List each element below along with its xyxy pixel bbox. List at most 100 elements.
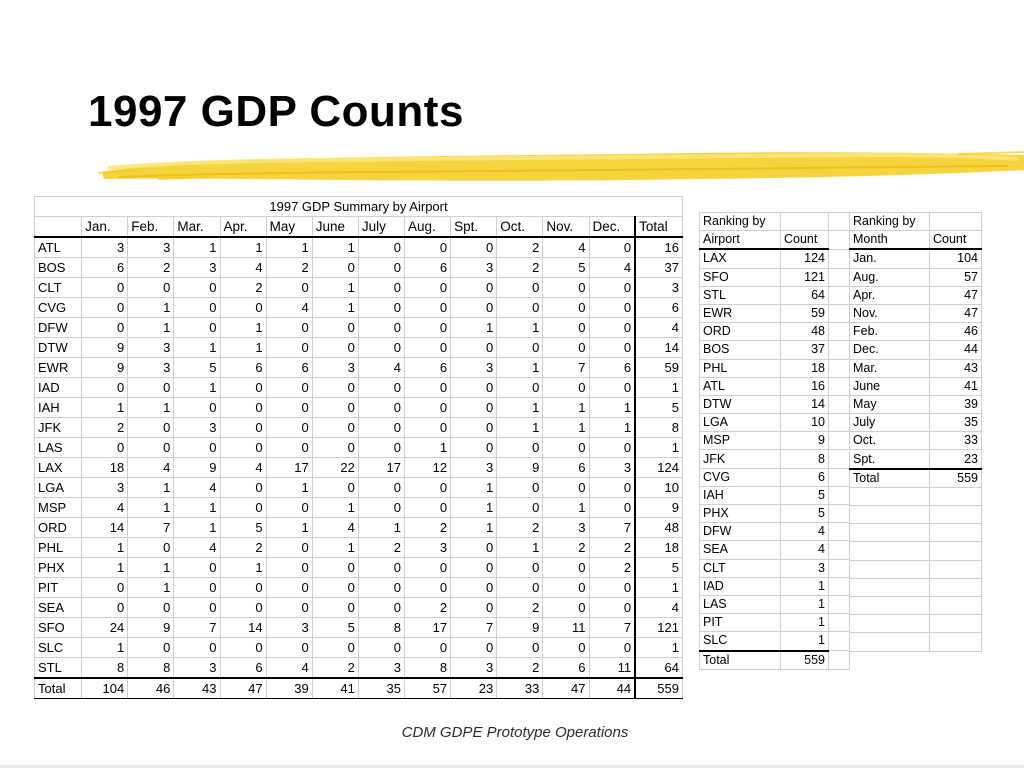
count-cell: 0 xyxy=(588,297,636,318)
row-total-cell: 59 xyxy=(634,357,684,378)
count-cell: 1 xyxy=(496,397,544,418)
airport-code-cell: CVG xyxy=(33,297,83,318)
ranking-count-cell: 1 xyxy=(780,613,829,633)
ranking-airport-cell: IAH xyxy=(699,485,781,506)
count-cell: 9 xyxy=(496,617,544,638)
count-cell: 0 xyxy=(311,337,359,358)
table-total-row: Total 104 46 43 47 39 41 35 57 23 33 47 44 559 xyxy=(33,677,684,699)
count-cell: 3 xyxy=(357,657,406,679)
count-cell: 5 xyxy=(219,517,267,538)
count-cell: 0 xyxy=(496,297,544,318)
count-cell: 0 xyxy=(403,417,452,438)
empty-row xyxy=(849,504,982,525)
count-cell: 5 xyxy=(173,357,221,378)
count-cell: 1 xyxy=(173,236,221,258)
row-total-cell: 8 xyxy=(634,417,684,438)
count-cell: 1 xyxy=(173,517,221,538)
ranking-count-cell: 10 xyxy=(780,413,829,433)
count-cell: 0 xyxy=(127,277,175,298)
empty-cell xyxy=(849,577,930,597)
empty-row xyxy=(849,541,982,561)
ranking-spacer-cell xyxy=(828,322,850,342)
ranking-spacer-cell xyxy=(828,650,850,670)
ranking-airport-cell: ATL xyxy=(699,376,781,396)
ranking-count-cell: 48 xyxy=(780,322,829,342)
count-cell: 7 xyxy=(588,517,636,538)
airport-code-cell: IAD xyxy=(33,377,83,398)
count-cell: 1 xyxy=(265,236,313,258)
count-cell: 0 xyxy=(403,557,452,578)
column-total-cell: 23 xyxy=(450,677,498,699)
month-ranking-table: Ranking by Month Count Jan. 104 Aug. 57 Apr. 47 N… xyxy=(849,211,982,652)
count-cell: 17 xyxy=(357,457,406,478)
total-label-cell: Total xyxy=(33,677,83,699)
count-cell: 3 xyxy=(173,657,221,679)
count-cell: 0 xyxy=(357,437,406,458)
empty-cell xyxy=(849,523,930,543)
airport-code-cell: PHX xyxy=(33,557,83,578)
table-row: JFK 2 0 3 0 0 0 0 0 0 1 1 1 8 xyxy=(33,417,684,438)
table-row: SEA 0 0 0 0 0 0 0 2 0 2 0 0 4 xyxy=(33,597,684,618)
count-cell: 1 xyxy=(127,577,175,598)
count-cell: 0 xyxy=(450,337,498,358)
count-cell: 2 xyxy=(219,537,267,558)
empty-cell xyxy=(929,541,982,561)
ranking-header-row: Ranking by xyxy=(699,211,850,232)
column-total-cell: 46 xyxy=(127,677,175,699)
ranking-row: Aug. 57 xyxy=(849,267,982,287)
count-cell: 0 xyxy=(127,377,175,398)
ranking-count-cell: 64 xyxy=(780,285,829,305)
ranking-airport-cell: LAS xyxy=(699,594,781,615)
ranking-row: DFW 4 xyxy=(699,522,850,542)
table-row: PHL 1 0 4 2 0 1 2 3 0 1 2 2 18 xyxy=(33,537,684,558)
ranking-airport-cell: BOS xyxy=(699,340,781,360)
ranking-month-cell: Mar. xyxy=(849,358,930,378)
count-cell: 4 xyxy=(127,457,175,478)
ranking-spacer-cell xyxy=(828,485,850,506)
count-cell: 1 xyxy=(311,236,359,258)
ranking-airport-cell: STL xyxy=(699,285,781,305)
ranking-spacer-cell xyxy=(828,358,850,378)
count-cell: 2 xyxy=(496,657,544,679)
airport-code-cell: LAS xyxy=(33,437,83,458)
airport-code-cell: SLC xyxy=(33,637,83,658)
ranking-airport-cell: CVG xyxy=(699,467,781,487)
count-cell: 0 xyxy=(588,477,636,498)
count-cell: 11 xyxy=(542,617,590,638)
table-row: LAS 0 0 0 0 0 0 0 1 0 0 0 0 1 xyxy=(33,437,684,458)
header-cell-month: June xyxy=(311,216,359,238)
ranking-row: PHL 18 xyxy=(699,358,850,378)
count-cell: 4 xyxy=(311,517,359,538)
count-cell: 0 xyxy=(450,637,498,658)
count-cell: 4 xyxy=(265,297,313,318)
count-cell: 0 xyxy=(173,397,221,418)
count-cell: 1 xyxy=(496,357,544,378)
ranking-airport-cell: LAX xyxy=(699,248,781,269)
empty-row xyxy=(849,559,982,579)
count-cell: 0 xyxy=(450,597,498,618)
count-cell: 1 xyxy=(127,397,175,418)
count-cell: 2 xyxy=(496,257,544,278)
airport-code-cell: SEA xyxy=(33,597,83,618)
row-total-cell: 1 xyxy=(634,637,684,658)
count-cell: 2 xyxy=(219,277,267,298)
empty-cell xyxy=(929,577,982,597)
count-cell: 0 xyxy=(219,597,267,618)
count-cell: 6 xyxy=(403,357,452,378)
ranking-spacer-cell xyxy=(828,540,850,560)
count-cell: 0 xyxy=(588,236,636,258)
count-cell: 0 xyxy=(173,277,221,298)
count-cell: 0 xyxy=(496,497,544,518)
count-cell: 7 xyxy=(127,517,175,538)
count-cell: 5 xyxy=(311,617,359,638)
count-cell: 1 xyxy=(219,337,267,358)
ranking-count-cell: 4 xyxy=(780,540,829,560)
empty-cell xyxy=(849,559,930,579)
header-cell-month: Spt. xyxy=(450,216,498,238)
count-cell: 1 xyxy=(311,297,359,318)
count-cell: 0 xyxy=(81,437,129,458)
ranking-spacer-cell xyxy=(828,631,850,651)
count-cell: 0 xyxy=(127,437,175,458)
column-total-cell: 33 xyxy=(496,677,544,699)
row-total-cell: 124 xyxy=(634,457,684,478)
